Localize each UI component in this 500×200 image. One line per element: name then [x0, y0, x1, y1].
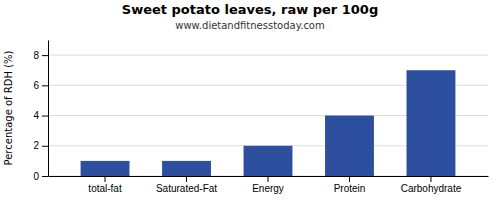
tick-label: 0 — [33, 171, 39, 182]
tick-label: Protein — [334, 183, 366, 194]
tick: total-fat — [88, 176, 122, 194]
tick-label: total-fat — [88, 183, 122, 194]
tick-mark — [105, 176, 106, 182]
bar — [325, 116, 374, 176]
tick: 0 — [33, 171, 48, 182]
tick-label: 6 — [33, 80, 39, 91]
plot-area: 0 2 4 6 8 total-fat Saturated-Fat Energy Protein… — [33, 41, 488, 195]
tick: Protein — [334, 176, 366, 194]
tick-label: Energy — [252, 183, 284, 194]
tick: 8 — [33, 50, 48, 61]
bar — [244, 146, 293, 176]
tick-label: Saturated-Fat — [156, 183, 217, 194]
y-axis-label: Percentage of RDH (%) — [3, 50, 14, 165]
tick-mark — [42, 146, 48, 147]
x-axis: total-fat Saturated-Fat Energy Protein Carbo… — [49, 176, 489, 194]
y-axis: 0 2 4 6 8 — [33, 41, 48, 182]
tick-label: 8 — [33, 50, 39, 61]
tick-label: 2 — [33, 140, 39, 151]
tick-mark — [42, 55, 48, 56]
grid-line — [48, 55, 488, 56]
title: Sweet potato leaves, raw per 100g — [122, 2, 378, 17]
axis-line — [48, 41, 49, 177]
bar — [81, 161, 130, 176]
grid — [48, 55, 488, 176]
tick: 6 — [33, 80, 48, 91]
tick-mark — [430, 176, 431, 182]
tick-label: Carbohydrate — [401, 183, 462, 194]
tick-label: 4 — [33, 110, 39, 121]
tick: Saturated-Fat — [156, 176, 217, 194]
tick-mark — [186, 176, 187, 182]
bar — [162, 161, 211, 176]
tick: Energy — [252, 176, 284, 194]
tick-mark — [42, 116, 48, 117]
tick-mark — [268, 176, 269, 182]
chart: 0 2 4 6 8 total-fat Saturated-Fat Energy Protein… — [0, 0, 500, 200]
tick: Carbohydrate — [401, 176, 462, 194]
bars — [81, 70, 456, 176]
tick-mark — [349, 176, 350, 182]
tick: 4 — [33, 110, 48, 121]
subtitle: www.dietandfitnesstoday.com — [175, 20, 324, 31]
bar — [407, 70, 456, 176]
tick-mark — [42, 176, 48, 177]
tick-mark — [42, 85, 48, 86]
tick: 2 — [33, 140, 48, 151]
